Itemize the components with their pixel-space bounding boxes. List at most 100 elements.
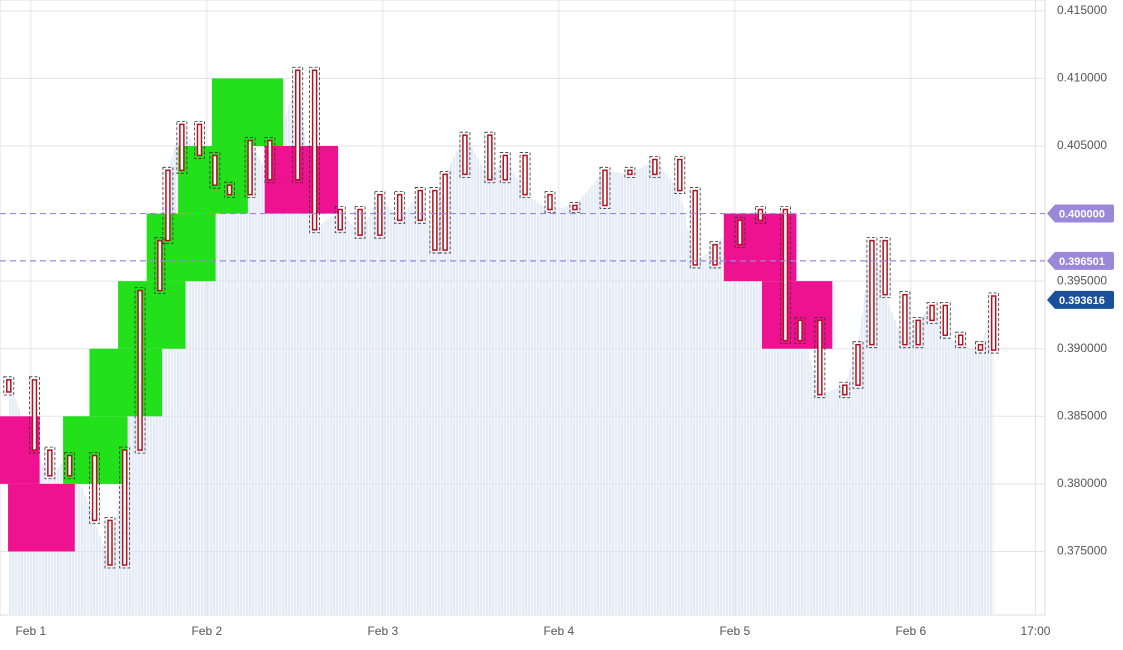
candle-outline <box>3 376 15 396</box>
candle-body <box>6 379 12 393</box>
candle-body <box>179 123 185 172</box>
candle-body <box>107 519 113 566</box>
candle-outline <box>899 291 911 349</box>
candle-body <box>31 379 38 451</box>
candle-outline <box>794 316 806 345</box>
candle-outline <box>194 120 205 159</box>
candle-body <box>357 208 363 236</box>
candle-outline <box>674 156 686 194</box>
candle-body <box>432 189 438 251</box>
candle-body <box>957 334 964 346</box>
candle-outline <box>176 120 188 174</box>
candle-body <box>47 449 53 477</box>
candle-body <box>915 319 921 346</box>
candle-body <box>442 173 448 251</box>
candle-body <box>396 193 403 222</box>
candle-outline <box>414 187 426 224</box>
candle-outline <box>29 376 40 454</box>
candle-body <box>547 193 553 211</box>
candle-body <box>842 384 848 396</box>
candle-body <box>91 454 98 522</box>
candle-outline <box>988 292 1000 354</box>
candle-body <box>165 169 171 242</box>
candle-outline <box>709 241 721 269</box>
price-tag-label: 0.393616 <box>1059 295 1105 307</box>
candle-outline <box>484 131 496 184</box>
candle-body <box>882 239 888 296</box>
candle-outline <box>309 66 321 234</box>
candle-body <box>417 189 423 222</box>
candle-body <box>121 449 128 566</box>
candle-outline <box>755 206 766 224</box>
candle-outline <box>154 237 166 295</box>
candle-body <box>712 243 718 266</box>
price-tag <box>1047 290 1114 309</box>
candle-body <box>855 343 861 386</box>
brick <box>264 145 339 214</box>
candle-outline <box>839 381 851 399</box>
candle-body <box>377 193 383 236</box>
price-area <box>8 70 994 616</box>
x-tick-label: Feb 3 <box>367 624 398 638</box>
candle-outline <box>459 131 471 178</box>
candle-body <box>677 158 683 192</box>
candle-outline <box>89 452 100 524</box>
candle-outline <box>544 191 556 213</box>
candle-outline <box>912 316 924 349</box>
candle-outline <box>439 170 451 254</box>
candle-outline <box>624 166 636 178</box>
candle-body <box>502 154 509 181</box>
candle-outline <box>852 341 864 389</box>
price-tag <box>1047 251 1114 270</box>
x-tick-label: Feb 1 <box>15 624 46 638</box>
candle-outline <box>244 137 256 199</box>
candle-body <box>902 293 908 346</box>
candle-body <box>757 208 764 222</box>
candle-body <box>226 184 233 196</box>
candle-body <box>267 139 273 181</box>
candle-body <box>990 295 997 351</box>
x-tick-label: 17:00 <box>1020 624 1050 638</box>
x-tick-label: Feb 6 <box>895 624 926 638</box>
candle-outline <box>939 302 951 339</box>
candle-body <box>247 139 253 196</box>
candle-outline <box>689 187 701 269</box>
candle-body <box>817 319 823 396</box>
candle-body <box>522 154 528 196</box>
candle-outline <box>649 156 661 178</box>
candle-outline <box>104 516 116 569</box>
x-tick-label: Feb 2 <box>191 624 222 638</box>
candle-outline <box>519 152 531 199</box>
candle-body <box>692 189 698 266</box>
y-tick-label: 0.395000 <box>1057 273 1107 287</box>
candle-outline <box>599 166 611 209</box>
brick <box>89 348 163 417</box>
candle-body <box>977 343 984 351</box>
y-tick-label: 0.405000 <box>1057 138 1107 152</box>
brick <box>118 281 186 349</box>
candle-outline <box>499 152 511 184</box>
candle-outline <box>264 137 276 184</box>
candle-body <box>311 69 318 231</box>
price-tag-label: 0.400000 <box>1059 208 1105 220</box>
candle-outline <box>334 206 346 234</box>
candle-outline <box>354 206 366 239</box>
candle-body <box>462 134 468 176</box>
candle-body <box>572 204 578 211</box>
y-tick-label: 0.390000 <box>1057 341 1107 355</box>
candle-outline <box>209 152 221 189</box>
x-tick-label: Feb 4 <box>543 624 574 638</box>
candle-outline <box>134 287 146 454</box>
candle-body <box>487 134 493 181</box>
candle-body <box>627 169 633 176</box>
brick <box>146 213 216 282</box>
candle-body <box>602 169 608 207</box>
y-tick-label: 0.375000 <box>1057 544 1107 558</box>
candle-body <box>66 454 73 477</box>
candle-outline <box>44 446 56 480</box>
candle-outline <box>955 331 967 349</box>
candle-body <box>797 319 803 342</box>
candle-outline <box>866 237 878 349</box>
candle-body <box>337 208 344 231</box>
